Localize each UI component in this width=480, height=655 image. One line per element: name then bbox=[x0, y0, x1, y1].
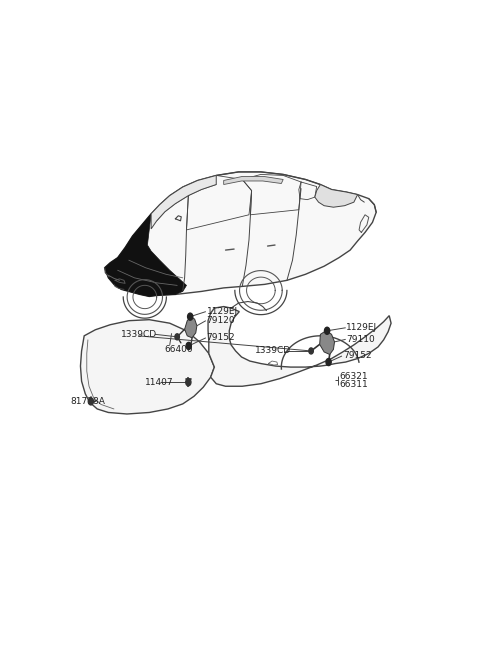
Text: 1339CD: 1339CD bbox=[255, 346, 291, 356]
Polygon shape bbox=[105, 172, 376, 297]
Circle shape bbox=[188, 313, 193, 320]
Text: 11407: 11407 bbox=[145, 378, 173, 386]
Circle shape bbox=[309, 348, 313, 354]
Circle shape bbox=[186, 379, 191, 386]
Polygon shape bbox=[151, 176, 216, 229]
Polygon shape bbox=[224, 176, 283, 185]
Text: 79110: 79110 bbox=[347, 335, 375, 344]
Text: 66321: 66321 bbox=[339, 371, 368, 381]
Text: 81738A: 81738A bbox=[71, 397, 105, 406]
Polygon shape bbox=[185, 316, 197, 338]
Circle shape bbox=[324, 328, 330, 334]
Polygon shape bbox=[105, 214, 186, 297]
Polygon shape bbox=[320, 331, 335, 354]
Text: 1129EJ: 1129EJ bbox=[347, 324, 378, 332]
Text: 1129EJ: 1129EJ bbox=[206, 307, 238, 316]
Text: 66311: 66311 bbox=[339, 381, 368, 389]
Circle shape bbox=[326, 358, 331, 365]
Circle shape bbox=[88, 398, 94, 405]
Polygon shape bbox=[315, 185, 358, 207]
Polygon shape bbox=[208, 307, 391, 386]
Text: 79152: 79152 bbox=[206, 333, 235, 343]
Text: 66400: 66400 bbox=[164, 345, 193, 354]
Circle shape bbox=[186, 343, 192, 349]
Text: 79120: 79120 bbox=[206, 316, 235, 325]
Circle shape bbox=[175, 334, 180, 340]
Polygon shape bbox=[81, 320, 215, 414]
Text: 1339CD: 1339CD bbox=[121, 330, 157, 339]
Text: 79152: 79152 bbox=[343, 352, 372, 360]
